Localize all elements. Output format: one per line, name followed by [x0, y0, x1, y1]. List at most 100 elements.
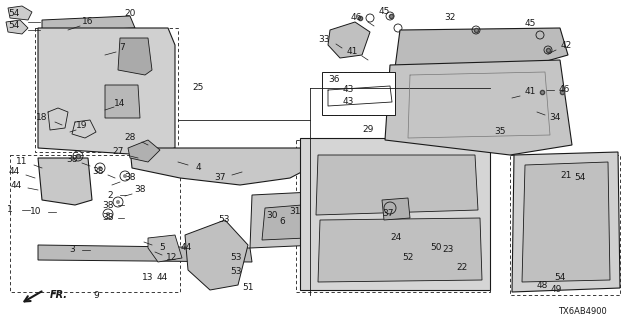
Text: 12: 12	[166, 253, 178, 262]
Text: 18: 18	[36, 114, 48, 123]
Text: 24: 24	[390, 234, 402, 243]
Text: 41: 41	[524, 87, 536, 97]
Text: 27: 27	[112, 148, 124, 156]
Text: 44: 44	[8, 167, 20, 177]
Text: 35: 35	[494, 127, 506, 137]
Polygon shape	[385, 60, 572, 155]
Text: 16: 16	[83, 18, 93, 27]
Text: 14: 14	[115, 99, 125, 108]
Text: 53: 53	[218, 215, 230, 225]
Text: 45: 45	[378, 7, 390, 17]
Circle shape	[123, 174, 127, 178]
Bar	[10, 155, 180, 292]
Text: 45: 45	[524, 20, 536, 28]
Text: 43: 43	[342, 98, 354, 107]
Text: 5: 5	[159, 244, 165, 252]
Text: 25: 25	[192, 84, 204, 92]
Text: 29: 29	[362, 125, 374, 134]
Bar	[510, 155, 620, 295]
Text: 48: 48	[536, 282, 548, 291]
Polygon shape	[262, 205, 306, 240]
Polygon shape	[395, 28, 568, 80]
Polygon shape	[38, 158, 92, 205]
Polygon shape	[250, 192, 318, 248]
Text: 46: 46	[558, 85, 570, 94]
Text: 22: 22	[456, 263, 468, 273]
Text: 52: 52	[403, 253, 413, 262]
Text: 49: 49	[550, 285, 562, 294]
Text: 44: 44	[180, 244, 191, 252]
Text: 4: 4	[195, 164, 201, 172]
Text: 44: 44	[156, 274, 168, 283]
Bar	[322, 72, 395, 115]
Text: 3: 3	[69, 245, 75, 254]
Text: 41: 41	[346, 47, 358, 57]
Text: 13: 13	[142, 274, 154, 283]
Text: 38: 38	[92, 167, 104, 177]
Polygon shape	[105, 85, 140, 118]
Text: 54: 54	[8, 21, 20, 30]
Text: 1: 1	[7, 205, 13, 214]
Text: 51: 51	[243, 284, 253, 292]
Text: 42: 42	[561, 42, 572, 51]
Text: 38: 38	[124, 173, 136, 182]
Text: 44: 44	[10, 180, 22, 189]
Text: 54: 54	[8, 10, 20, 19]
Polygon shape	[382, 198, 410, 220]
Text: 53: 53	[230, 253, 242, 262]
Text: 46: 46	[350, 13, 362, 22]
Polygon shape	[42, 16, 135, 32]
Text: 19: 19	[76, 122, 88, 131]
Text: 38: 38	[67, 156, 77, 164]
Text: 54: 54	[554, 274, 566, 283]
Polygon shape	[118, 38, 152, 75]
Text: 53: 53	[230, 268, 242, 276]
Bar	[323, 72, 396, 115]
Text: 34: 34	[549, 114, 561, 123]
Text: 32: 32	[444, 13, 456, 22]
Polygon shape	[318, 218, 482, 282]
Circle shape	[116, 200, 120, 204]
Text: 38: 38	[102, 213, 114, 222]
Polygon shape	[300, 138, 490, 290]
Polygon shape	[316, 155, 478, 215]
Circle shape	[76, 154, 80, 158]
Text: 38: 38	[102, 201, 114, 210]
Polygon shape	[38, 28, 175, 155]
Text: 33: 33	[318, 36, 330, 44]
Polygon shape	[8, 6, 32, 20]
Text: 43: 43	[342, 85, 354, 94]
Text: 30: 30	[266, 212, 278, 220]
Text: 20: 20	[124, 10, 136, 19]
Text: 37: 37	[214, 173, 226, 182]
Polygon shape	[148, 235, 182, 262]
Text: 7: 7	[119, 44, 125, 52]
Text: 6: 6	[279, 218, 285, 227]
Text: 23: 23	[442, 245, 454, 254]
Text: 21: 21	[560, 172, 572, 180]
Text: 31: 31	[289, 207, 301, 217]
Bar	[35, 28, 178, 152]
Polygon shape	[38, 245, 252, 262]
Polygon shape	[128, 140, 160, 162]
Text: 37: 37	[382, 210, 394, 219]
Polygon shape	[328, 22, 370, 58]
Bar	[296, 140, 490, 292]
Text: TX6AB4900: TX6AB4900	[557, 308, 606, 316]
Circle shape	[106, 212, 110, 216]
Text: 10: 10	[30, 207, 42, 217]
Text: FR.: FR.	[50, 290, 68, 300]
Text: 38: 38	[134, 186, 146, 195]
Text: 2: 2	[107, 190, 113, 199]
Text: 9: 9	[93, 291, 99, 300]
Circle shape	[98, 166, 102, 170]
Polygon shape	[130, 148, 315, 185]
Text: 54: 54	[574, 173, 586, 182]
Text: 11: 11	[16, 157, 28, 166]
Polygon shape	[185, 220, 248, 290]
Text: 28: 28	[124, 133, 136, 142]
Text: 50: 50	[430, 244, 442, 252]
Polygon shape	[6, 20, 28, 34]
Polygon shape	[522, 162, 610, 282]
Polygon shape	[512, 152, 620, 292]
